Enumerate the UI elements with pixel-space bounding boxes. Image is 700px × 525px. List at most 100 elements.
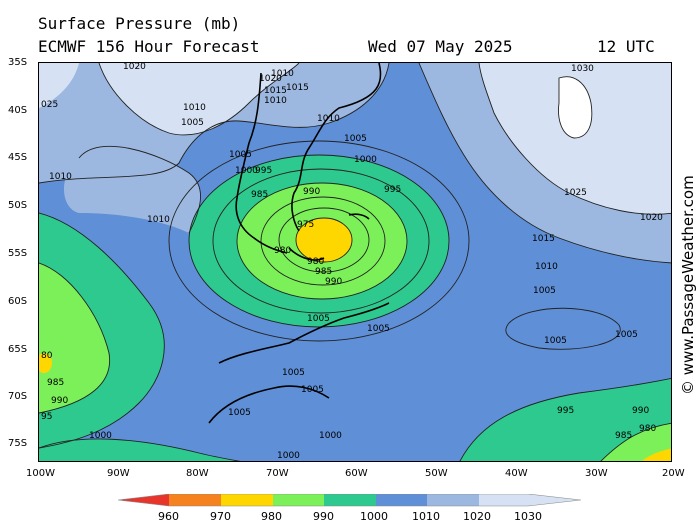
contour-label: 1010 bbox=[183, 103, 206, 113]
lat-label-55s: 55S bbox=[8, 248, 28, 259]
legend-tick-1030: 1030 bbox=[514, 510, 542, 523]
lon-label-90w: 90W bbox=[107, 468, 130, 479]
legend-swatch-1010 bbox=[376, 494, 427, 506]
band-970-980-se bbox=[641, 448, 671, 461]
isobar-1005-e bbox=[505, 307, 621, 350]
contour-label: 1010 bbox=[271, 69, 294, 79]
lat-label-45s: 45S bbox=[8, 152, 28, 163]
band-990-1000-se bbox=[460, 378, 671, 461]
contour-label: 1005 bbox=[282, 368, 305, 378]
contour-label: 1000 bbox=[354, 155, 377, 165]
legend-swatch-1020 bbox=[427, 494, 479, 506]
contour-label: 985 bbox=[615, 431, 632, 441]
contour-label: 1000 bbox=[235, 166, 258, 176]
contour-label: 990 bbox=[325, 277, 342, 287]
band-980-990-se bbox=[601, 423, 671, 461]
isobar-1025-e bbox=[478, 63, 671, 215]
legend-swatch-1030 bbox=[479, 494, 581, 506]
isobar-975 bbox=[295, 217, 353, 263]
contour-label: 980 bbox=[639, 424, 656, 434]
legend-outline bbox=[118, 494, 582, 507]
lon-label-100w: 100W bbox=[26, 468, 55, 479]
contour-label: 1015 bbox=[532, 234, 555, 244]
isobar-1030 bbox=[558, 76, 593, 139]
lon-label-50w: 50W bbox=[425, 468, 448, 479]
contour-label: 1005 bbox=[615, 330, 638, 340]
legend-tick-1000: 1000 bbox=[360, 510, 388, 523]
contour-label: 1005 bbox=[544, 336, 567, 346]
credit-text: © www.PassageWeather.com bbox=[679, 175, 697, 395]
contour-label: 985 bbox=[251, 190, 268, 200]
band-1020-1030-w bbox=[39, 63, 79, 108]
color-legend: 960 970 980 990 1000 1010 1020 1030 bbox=[118, 494, 582, 523]
legend-swatch-990 bbox=[273, 494, 324, 506]
isobar-1010-w bbox=[78, 145, 201, 234]
isobar-1020-n bbox=[98, 63, 300, 136]
lat-label-70s: 70S bbox=[8, 391, 28, 402]
contour-label: 1010 bbox=[147, 215, 170, 225]
high-pressure-center bbox=[558, 76, 592, 138]
legend-tick-980: 980 bbox=[261, 510, 282, 523]
contour-label: 1005 bbox=[301, 385, 324, 395]
coast-antarctic-peninsula bbox=[218, 302, 390, 364]
band-990-1000-sw bbox=[39, 438, 239, 461]
contour-label: 80 bbox=[41, 351, 53, 361]
coast-falklands bbox=[348, 213, 370, 220]
contour-label: 1010 bbox=[317, 114, 340, 124]
contour-label: 995 bbox=[255, 166, 272, 176]
contour-label: 1005 bbox=[367, 324, 390, 334]
contour-label: 025 bbox=[41, 100, 58, 110]
isobar-995 bbox=[212, 168, 430, 314]
lat-label-75s: 75S bbox=[8, 438, 28, 449]
band-1010-1020-pocket bbox=[64, 146, 201, 233]
contour-label: 975 bbox=[297, 220, 314, 230]
legend-swatch-970 bbox=[169, 494, 221, 506]
isobar-1000-sw bbox=[39, 438, 241, 461]
contour-label: 1005 bbox=[228, 408, 251, 418]
contour-label: 995 bbox=[557, 406, 574, 416]
coast-chile bbox=[235, 72, 288, 254]
lon-label-30w: 30W bbox=[585, 468, 608, 479]
contour-label: 1020 bbox=[640, 213, 663, 223]
coastlines bbox=[208, 63, 390, 424]
isobar-1010-n bbox=[39, 63, 390, 184]
legend-tick-990: 990 bbox=[313, 510, 334, 523]
forecast-model: ECMWF 156 Hour Forecast bbox=[38, 37, 260, 56]
contour-label: 1005 bbox=[307, 314, 330, 324]
lat-label-40s: 40S bbox=[8, 105, 28, 116]
contour-label: 1030 bbox=[571, 64, 594, 74]
contour-label: 95 bbox=[41, 412, 52, 422]
legend-swatch-1000 bbox=[324, 494, 376, 506]
lon-label-40w: 40W bbox=[505, 468, 528, 479]
band-970-980 bbox=[296, 218, 352, 262]
contour-label: 1010 bbox=[535, 262, 558, 272]
contour-label: 995 bbox=[384, 185, 401, 195]
forecast-time: 12 UTC bbox=[597, 37, 655, 56]
contour-label: 1010 bbox=[49, 172, 72, 182]
isobar-1000 bbox=[188, 154, 450, 328]
legend-tick-1020: 1020 bbox=[463, 510, 491, 523]
contour-label: 1005 bbox=[181, 118, 204, 128]
coast-tierra-del-fuego bbox=[288, 247, 325, 261]
isobar-1015-e bbox=[418, 63, 671, 264]
contour-label: 990 bbox=[51, 396, 68, 406]
isobar-985-se bbox=[600, 422, 671, 461]
lat-label-50s: 50S bbox=[8, 200, 28, 211]
isobar-980 bbox=[278, 207, 370, 273]
legend-tick-1010: 1010 bbox=[412, 510, 440, 523]
contour-label: 1020 bbox=[123, 63, 146, 72]
contour-label: 1015 bbox=[286, 83, 309, 93]
lat-label-60s: 60S bbox=[8, 296, 28, 307]
legend-swatch-980 bbox=[221, 494, 273, 506]
isobar-1005 bbox=[168, 140, 470, 342]
lon-label-20w: 20W bbox=[662, 468, 685, 479]
contour-label: 980 bbox=[307, 257, 324, 267]
legend-tick-960: 960 bbox=[158, 510, 179, 523]
legend-tick-970: 970 bbox=[210, 510, 231, 523]
band-1020-1030-ne bbox=[479, 63, 671, 215]
pressure-map: 1020 1020 1010 1015 1015 1010 1010 1005 … bbox=[38, 62, 672, 462]
isobars bbox=[39, 63, 671, 461]
contour-label: 980 bbox=[274, 246, 291, 256]
contour-labels: 1020 1020 1010 1015 1015 1010 1010 1005 … bbox=[41, 63, 663, 461]
legend-swatch-960 bbox=[118, 494, 169, 506]
